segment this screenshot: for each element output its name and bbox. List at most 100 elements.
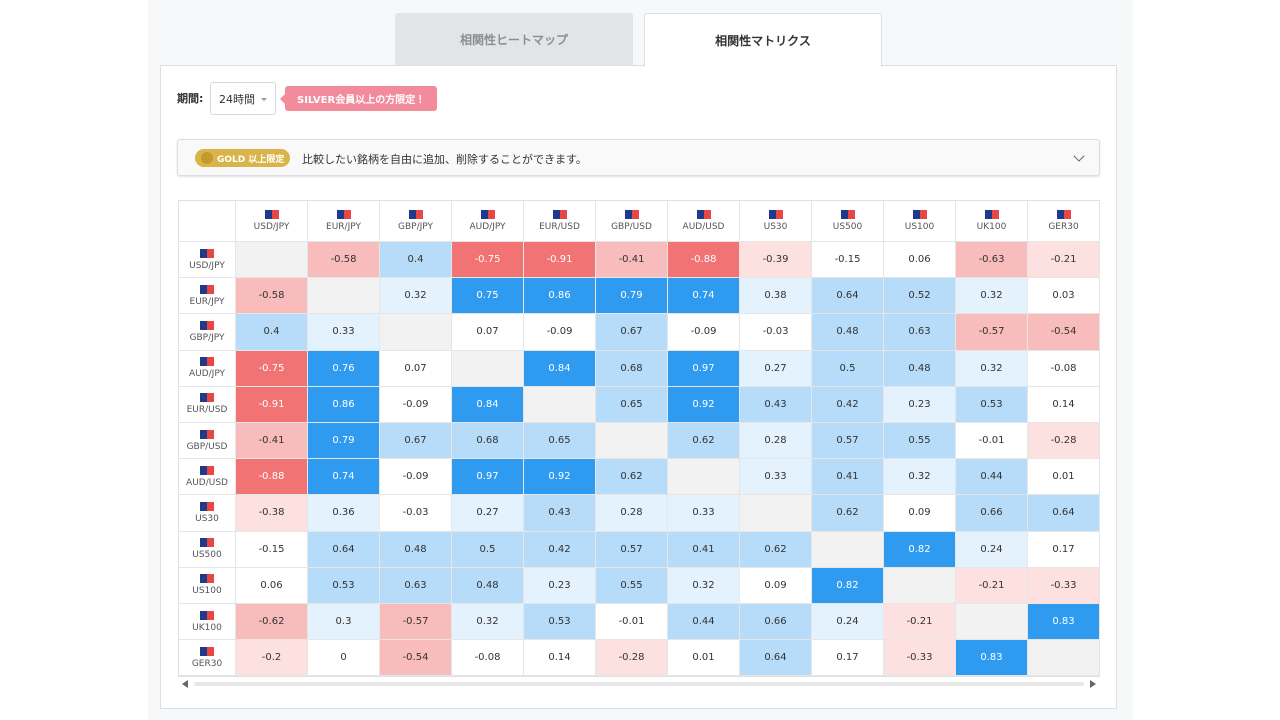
matrix-cell: 0.75	[452, 278, 524, 315]
matrix-cell: 0.27	[740, 350, 812, 387]
column-label: GBP/JPY	[398, 222, 433, 232]
matrix-cell: -0.75	[236, 350, 308, 387]
row-header: AUD/JPY	[179, 350, 236, 387]
matrix-cell: 0.79	[308, 423, 380, 460]
matrix-cell	[236, 242, 308, 279]
column-label: EUR/USD	[539, 222, 580, 232]
matrix-cell: 0.83	[956, 640, 1028, 677]
row-header: GBP/JPY	[179, 314, 236, 351]
matrix-cell: 0.5	[812, 350, 884, 387]
matrix-cell: 0.48	[452, 567, 524, 604]
matrix-cell: -0.38	[236, 495, 308, 532]
column-header: US500	[812, 201, 884, 242]
column-label: AUD/USD	[682, 222, 725, 232]
matrix-cell	[308, 278, 380, 315]
matrix-cell: 0.74	[668, 278, 740, 315]
matrix-cell	[524, 386, 596, 423]
matrix-cell: 0.48	[380, 531, 452, 568]
matrix-cell	[884, 567, 956, 604]
flag-icon	[200, 393, 214, 403]
column-label: USD/JPY	[253, 222, 290, 232]
matrix-cell: -0.91	[524, 242, 596, 279]
matrix-cell: -0.01	[956, 423, 1028, 460]
flag-icon	[200, 429, 214, 439]
matrix-cell	[668, 459, 740, 496]
matrix-cell: 0.67	[380, 423, 452, 460]
matrix-cell: -0.91	[236, 386, 308, 423]
tab-active[interactable]: 相関性マトリクス	[644, 13, 882, 67]
matrix-cell: -0.15	[236, 531, 308, 568]
matrix-cell: -0.41	[236, 423, 308, 460]
matrix-cell: 0.06	[236, 567, 308, 604]
matrix-cell: -0.08	[452, 640, 524, 677]
row-label: USD/JPY	[189, 260, 225, 271]
flag-icon	[200, 646, 214, 656]
matrix-cell	[452, 350, 524, 387]
matrix-cell: 0.82	[812, 567, 884, 604]
matrix-cell: 0.24	[956, 531, 1028, 568]
matrix-cell: 0.33	[668, 495, 740, 532]
matrix-cell: 0.86	[524, 278, 596, 315]
matrix-cell: 0.55	[884, 423, 956, 460]
matrix-cell: 0.27	[452, 495, 524, 532]
matrix-cell: 0.83	[1028, 604, 1100, 641]
info-bar[interactable]: GOLD 以上限定 比較したい銘柄を自由に追加、削除することができます。	[177, 139, 1100, 176]
scroll-left[interactable]	[182, 680, 188, 688]
row-label: GBP/USD	[186, 441, 228, 452]
flag-icon	[200, 538, 214, 548]
period-select[interactable]: 24時間	[210, 82, 276, 115]
matrix-cell: -0.21	[884, 604, 956, 641]
matrix-cell: 0.42	[812, 386, 884, 423]
column-label: US100	[904, 222, 935, 232]
flag-icon	[912, 210, 927, 219]
info-text: 比較したい銘柄を自由に追加、削除することができます。	[302, 153, 587, 166]
column-header: GBP/JPY	[380, 201, 452, 242]
column-header: AUD/USD	[668, 201, 740, 242]
matrix-cell: -0.21	[956, 567, 1028, 604]
matrix-cell: 0.28	[740, 423, 812, 460]
matrix-cell: 0.14	[524, 640, 596, 677]
silver-badge: SILVER会員以上の方限定！	[279, 86, 438, 111]
matrix-cell: 0.65	[524, 423, 596, 460]
chevron-icon[interactable]	[1073, 150, 1085, 162]
column-label: US30	[763, 222, 788, 232]
matrix-cell: -0.03	[380, 495, 452, 532]
row-label: US30	[195, 513, 219, 524]
scroll-right[interactable]	[1090, 680, 1096, 688]
matrix-cell: 0.62	[740, 531, 812, 568]
matrix-cell: -0.08	[1028, 350, 1100, 387]
row-label: GER30	[191, 658, 223, 669]
matrix-cell: 0.57	[596, 531, 668, 568]
matrix-cell: -0.03	[740, 314, 812, 351]
row-header: US100	[179, 567, 236, 604]
row-label: US100	[192, 586, 222, 597]
tab[interactable]: 相関性ヒートマップ	[395, 13, 633, 66]
matrix-cell: 0.92	[524, 459, 596, 496]
matrix-cell: 0.68	[596, 350, 668, 387]
row-header: GER30	[179, 640, 236, 677]
row-header: EUR/JPY	[179, 278, 236, 315]
matrix-cell: -0.75	[452, 242, 524, 279]
matrix-cell: 0.4	[236, 314, 308, 351]
matrix-cell: 0.32	[956, 350, 1028, 387]
matrix-cell: 0.64	[740, 640, 812, 677]
matrix-cell	[812, 531, 884, 568]
gold-badge: GOLD 以上限定	[195, 149, 291, 167]
scroll-track[interactable]	[194, 682, 1084, 686]
matrix-cell: 0.4	[380, 242, 452, 279]
matrix-cell: 0.23	[884, 386, 956, 423]
column-label: GER30	[1048, 222, 1079, 232]
row-label: UK100	[192, 622, 222, 633]
matrix-cell: 0.5	[452, 531, 524, 568]
matrix-cell: 0.97	[452, 459, 524, 496]
matrix-cell	[1028, 640, 1100, 677]
matrix-cell: -0.2	[236, 640, 308, 677]
matrix-cell: 0.92	[668, 386, 740, 423]
column-header: USD/JPY	[236, 201, 308, 242]
matrix-cell: -0.28	[1028, 423, 1100, 460]
matrix-cell: 0.36	[308, 495, 380, 532]
matrix-cell: -0.09	[380, 459, 452, 496]
flag-icon	[624, 210, 639, 219]
column-header: US30	[740, 201, 812, 242]
